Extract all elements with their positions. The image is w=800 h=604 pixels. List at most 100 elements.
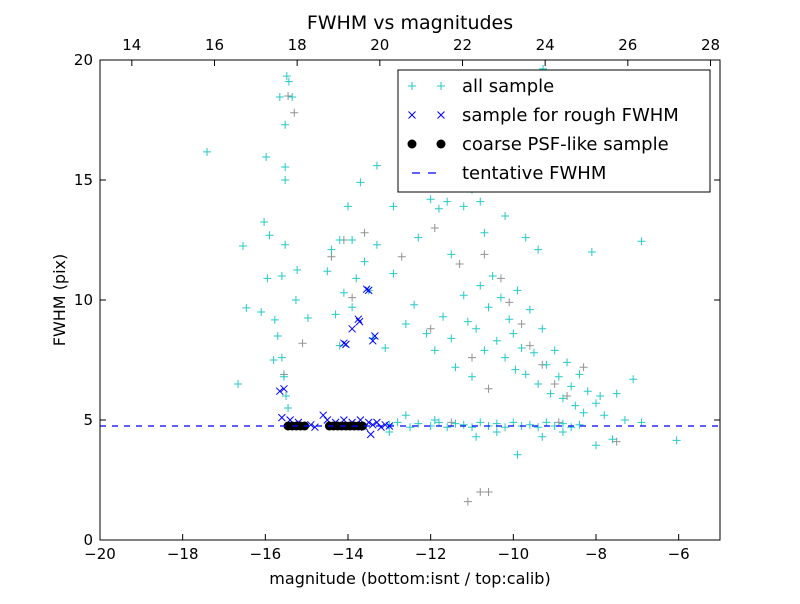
data-point: [554, 372, 563, 381]
data-point: [430, 346, 439, 355]
data-point: [587, 248, 596, 256]
data-point: [368, 420, 377, 429]
data-point: [355, 317, 364, 326]
data-point: [279, 372, 288, 381]
data-point: [472, 432, 481, 441]
data-point: [484, 384, 493, 393]
data-point: [281, 120, 290, 129]
data-point: [422, 329, 431, 338]
data-point: [360, 228, 369, 237]
data-point: [546, 389, 555, 398]
data-point: [476, 488, 485, 496]
data-point: [459, 202, 468, 211]
data-point: [463, 317, 472, 326]
data-point: [401, 411, 410, 420]
data-point: [534, 380, 543, 388]
x-tick-label: −18: [167, 545, 199, 563]
data-point: [451, 363, 460, 372]
data-point: [620, 416, 629, 424]
data-point: [331, 310, 340, 319]
legend-label: all sample: [462, 76, 554, 97]
data-point: [348, 236, 357, 244]
data-point: [430, 416, 439, 424]
x-axis-label: magnitude (bottom:isnt / top:calib): [269, 569, 550, 588]
data-point: [385, 428, 394, 436]
data-point: [521, 233, 530, 242]
y-tick-label: 0: [83, 531, 93, 549]
data-point: [501, 353, 510, 362]
data-point: [542, 418, 551, 427]
data-point: [327, 252, 336, 261]
data-point: [455, 260, 464, 268]
data-point: [348, 324, 356, 333]
legend-label: coarse PSF-like sample: [462, 134, 669, 155]
data-point: [538, 432, 547, 441]
data-point: [480, 346, 489, 355]
data-point: [426, 195, 435, 204]
data-point: [357, 421, 367, 431]
data-point: [550, 346, 559, 355]
y-tick-label: 10: [74, 291, 93, 309]
data-point: [282, 72, 291, 81]
data-point: [397, 252, 406, 261]
data-point: [534, 423, 543, 432]
data-point: [434, 418, 443, 427]
data-point: [203, 147, 212, 156]
data-point: [372, 240, 381, 249]
data-point: [468, 372, 476, 381]
data-point: [484, 488, 493, 496]
data-point: [389, 269, 398, 278]
data-point: [637, 418, 646, 427]
data-point: [381, 344, 390, 352]
top-x-tick-label: 22: [453, 36, 472, 54]
data-point: [525, 341, 534, 350]
data-point: [637, 237, 646, 246]
data-point: [280, 384, 288, 393]
data-point: [521, 370, 530, 379]
legend-marker: [407, 139, 417, 149]
y-tick-label: 20: [74, 51, 93, 69]
data-point: [234, 380, 243, 388]
data-point: [354, 315, 363, 324]
data-point: [281, 240, 290, 249]
data-point: [385, 420, 394, 429]
data-point: [509, 418, 518, 427]
legend-label: sample for rough FWHM: [462, 105, 679, 126]
data-point: [463, 497, 472, 506]
data-point: [542, 360, 551, 369]
legend-box: [397, 69, 711, 193]
x-tick-label: −12: [415, 545, 447, 563]
data-point: [509, 329, 518, 338]
legend-marker: [408, 111, 416, 119]
data-point: [525, 420, 534, 429]
series-all-sample: [203, 64, 681, 459]
data-point: [513, 450, 522, 459]
data-point: [335, 236, 344, 244]
data-point: [517, 344, 526, 352]
legend-marker: [437, 111, 445, 119]
data-point: [311, 423, 319, 432]
top-x-tick-label: 20: [370, 36, 389, 54]
data-point: [447, 418, 456, 427]
data-point: [496, 293, 505, 302]
series-rejected: [279, 92, 621, 506]
data-point: [579, 363, 588, 372]
data-point: [575, 420, 584, 429]
data-point: [426, 324, 435, 333]
data-point: [277, 272, 286, 280]
data-point: [281, 163, 290, 172]
data-point: [281, 176, 290, 184]
data-point: [389, 202, 398, 211]
legend-marker: [436, 139, 446, 149]
data-point: [288, 92, 297, 101]
data-point: [263, 274, 272, 283]
x-tick-label: −16: [250, 545, 282, 563]
data-point: [525, 305, 534, 314]
x-tick-label: −14: [332, 545, 364, 563]
data-point: [273, 332, 282, 340]
data-point: [323, 267, 332, 276]
data-point: [505, 315, 514, 324]
legend: all sample sample for rough FWHM coarse PS…: [397, 69, 711, 193]
data-point: [501, 212, 510, 220]
data-point: [447, 250, 456, 259]
